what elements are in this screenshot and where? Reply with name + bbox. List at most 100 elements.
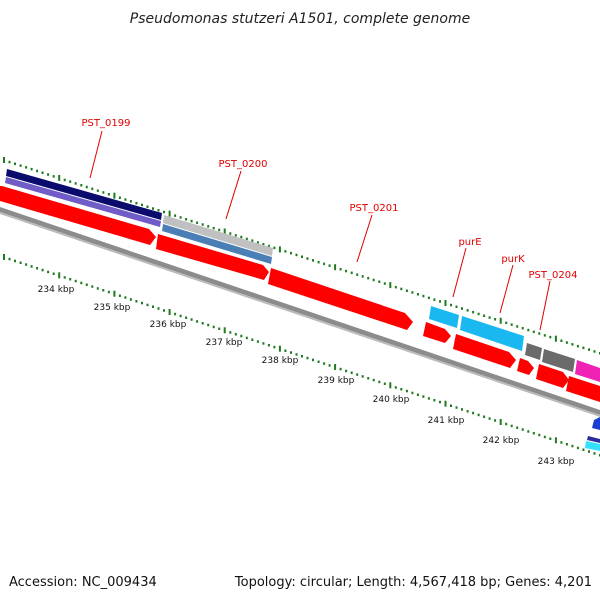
cds-arrow-PST_0204 bbox=[536, 364, 569, 388]
feature-cyan-strip bbox=[585, 441, 600, 451]
gene-block-silver bbox=[163, 215, 273, 256]
cds-arrow-next bbox=[566, 376, 600, 402]
ruler-tick-minor bbox=[339, 367, 342, 371]
ruler-tick-minor bbox=[576, 344, 579, 348]
ruler-tick-minor bbox=[118, 294, 121, 297]
ruler-tick-minor bbox=[350, 271, 353, 275]
gene-label-PST_0199: PST_0199 bbox=[82, 118, 131, 129]
feature-blue-arrow bbox=[592, 417, 600, 430]
ruler-tick-minor bbox=[152, 305, 154, 308]
ruler-tick-minor bbox=[427, 296, 430, 300]
ruler-tick-minor bbox=[439, 400, 441, 404]
cds-arrow-PST_0200 bbox=[156, 234, 269, 280]
ruler-tick-minor bbox=[52, 272, 55, 275]
ruler-tick-minor bbox=[251, 338, 254, 341]
ruler-tick-minor bbox=[218, 327, 221, 330]
cds-arrow-small bbox=[517, 358, 534, 375]
ruler-tick-minor bbox=[96, 189, 99, 192]
ruler-tick-minor bbox=[234, 234, 237, 237]
kbp-label-241: 241 kbp bbox=[428, 416, 465, 426]
ruler-tick-minor bbox=[212, 226, 215, 230]
ruler-tick-minor bbox=[163, 210, 165, 214]
ruler-tick-minor bbox=[245, 237, 248, 241]
ruler-tick-minor bbox=[47, 173, 50, 176]
ruler-tick-major bbox=[499, 317, 502, 324]
ruler-tick-minor bbox=[284, 349, 287, 352]
ruler-tick-major bbox=[58, 174, 61, 181]
ruler-tick-minor bbox=[129, 200, 132, 203]
ruler-tick-major bbox=[58, 272, 61, 279]
ruler-tick-minor bbox=[356, 373, 359, 376]
ruler-tick-minor bbox=[472, 310, 475, 314]
ruler-tick-major bbox=[499, 419, 502, 425]
ruler-tick-minor bbox=[201, 322, 204, 325]
ruler-tick-minor bbox=[284, 250, 287, 253]
gene-label-PST_0204: PST_0204 bbox=[529, 270, 578, 281]
cds-arrow-PST_0199 bbox=[0, 186, 156, 245]
cds-arrow-purK bbox=[453, 334, 516, 368]
ruler-tick-minor bbox=[41, 171, 44, 174]
ruler-tick-minor bbox=[339, 268, 342, 271]
ruler-tick-minor bbox=[190, 318, 193, 321]
ruler-tick-minor bbox=[179, 314, 182, 318]
ruler-tick-minor bbox=[571, 343, 574, 346]
gene-block-magenta bbox=[575, 360, 600, 382]
gene-block-cyan-2 bbox=[460, 316, 524, 351]
ruler-tick-minor bbox=[91, 285, 94, 288]
ruler-tick-major bbox=[334, 364, 337, 370]
ruler-tick-major bbox=[223, 228, 226, 235]
ruler-tick-minor bbox=[439, 300, 441, 303]
ruler-tick-minor bbox=[218, 228, 221, 232]
ruler-tick-minor bbox=[488, 417, 491, 420]
ruler-tick-minor bbox=[312, 259, 314, 262]
ruler-tick-minor bbox=[312, 358, 314, 362]
cds-arrow-purE bbox=[423, 322, 451, 343]
ruler-tick-minor bbox=[461, 307, 463, 310]
ruler-tick-major bbox=[113, 290, 116, 297]
ruler-tick-minor bbox=[295, 353, 298, 356]
ruler-tick-minor bbox=[14, 259, 16, 263]
ruler-tick-minor bbox=[582, 346, 585, 350]
ruler-tick-minor bbox=[36, 267, 39, 270]
ruler-tick-minor bbox=[273, 345, 276, 349]
ruler-tick-minor bbox=[19, 164, 22, 167]
ruler-tick-minor bbox=[267, 244, 270, 248]
ruler-tick-minor bbox=[543, 435, 546, 439]
ruler-tick-minor bbox=[367, 276, 370, 280]
leader-line-PST_0204 bbox=[539, 280, 551, 331]
leader-line-purK bbox=[499, 264, 514, 314]
ruler-tick-minor bbox=[306, 356, 309, 360]
ruler-tick-minor bbox=[63, 178, 66, 182]
ruler-tick-minor bbox=[290, 251, 292, 255]
ruler-tick-minor bbox=[323, 362, 326, 365]
ruler-tick-minor bbox=[152, 207, 154, 210]
ruler-tick-minor bbox=[483, 415, 486, 418]
ruler-tick-minor bbox=[477, 312, 480, 316]
ruler-tick-minor bbox=[118, 196, 121, 199]
ruler-tick-minor bbox=[472, 411, 475, 415]
ruler-tick-minor bbox=[245, 336, 248, 340]
ruler-tick-major bbox=[3, 157, 5, 163]
ruler-tick-minor bbox=[229, 232, 232, 235]
ruler-tick-minor bbox=[124, 296, 127, 299]
ruler-tick-major bbox=[444, 400, 447, 407]
ruler-tick-minor bbox=[394, 386, 397, 389]
ruler-tick-minor bbox=[234, 333, 237, 336]
ruler-tick-minor bbox=[593, 350, 596, 353]
backbone-line bbox=[0, 207, 600, 415]
ruler-tick-minor bbox=[262, 342, 265, 345]
ruler-tick-minor bbox=[196, 320, 199, 323]
ruler-tick-minor bbox=[185, 316, 188, 319]
ruler-tick-minor bbox=[306, 257, 309, 260]
ruler-tick-minor bbox=[135, 201, 138, 205]
ruler-tick-minor bbox=[174, 312, 177, 316]
ruler-tick-minor bbox=[85, 283, 88, 286]
ruler-tick-minor bbox=[179, 216, 182, 219]
gene-block-gray-2 bbox=[542, 349, 575, 372]
gene-label-purE: purE bbox=[458, 237, 481, 248]
ruler-tick-minor bbox=[328, 264, 331, 267]
ruler-tick-minor bbox=[516, 325, 519, 328]
ruler-tick-minor bbox=[400, 388, 403, 391]
ruler-tick-minor bbox=[582, 448, 585, 451]
